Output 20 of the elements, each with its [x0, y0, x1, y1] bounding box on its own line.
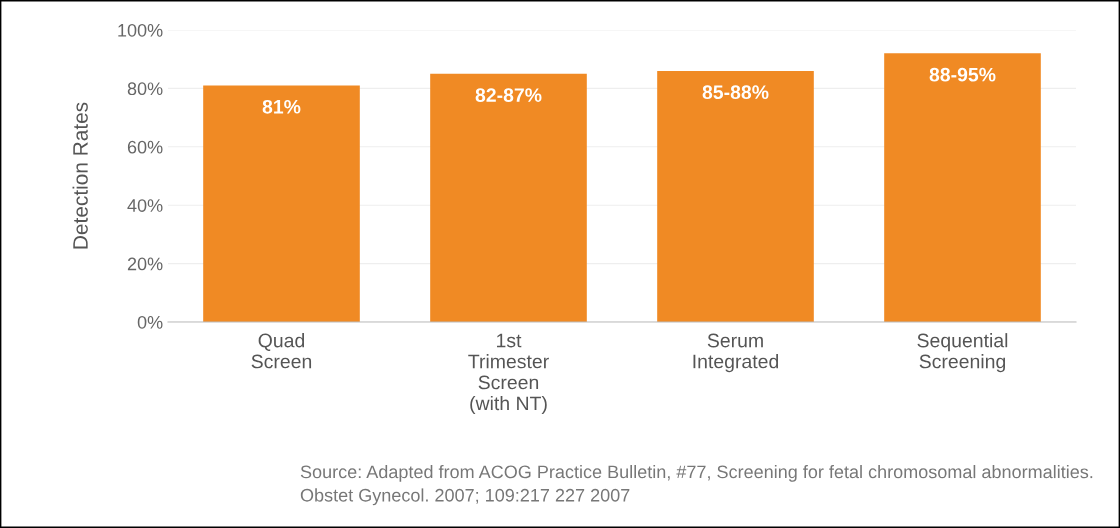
annotation: 82-87% [475, 88, 542, 102]
annotation: 85-88% [702, 85, 769, 100]
x-tick-label: Quad Screen [251, 333, 312, 369]
annotation: 81% [262, 99, 301, 114]
y-tick-label: 60% [127, 140, 163, 154]
bar [657, 70, 814, 322]
y-axis-title: Detection Rates [72, 102, 88, 249]
x-tick-label: 1st Trimester Screen (with NT) [468, 333, 549, 415]
y-tick-label: 0% [137, 315, 163, 329]
bar [884, 53, 1041, 322]
annotation: 88-95% [929, 67, 996, 82]
y-tick-label: 100% [118, 23, 163, 37]
y-tick-label: 20% [127, 257, 163, 271]
bar [203, 85, 360, 322]
y-tick-label: 80% [127, 82, 163, 96]
source-note: Source: Adapted from ACOG Practice Bulletin, #77, Screening for fetal chromosomal abnormalities. Obstet Gynecol. 2007; 109:217 227 2007 [300, 465, 1093, 506]
bar [430, 73, 587, 322]
x-tick-label: Serum Integrated [693, 333, 779, 373]
x-tick-label: Sequential Screening [917, 333, 1008, 373]
y-tick-label: 40% [127, 199, 163, 212]
